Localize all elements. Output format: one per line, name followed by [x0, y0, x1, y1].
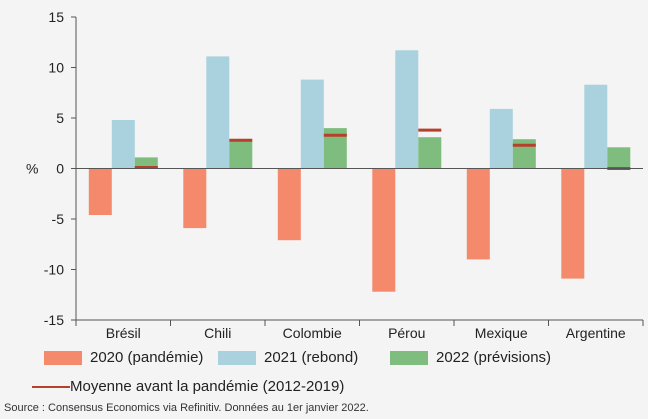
legend-label-2020: 2020 (pandémie) — [90, 349, 204, 366]
bar-0-4 — [466, 168, 490, 260]
bar-1-2 — [300, 79, 324, 169]
bar-2-2 — [323, 128, 347, 169]
y-tick-label-1: 10 — [48, 60, 64, 76]
source-note: Source : Consensus Economics via Refinit… — [4, 402, 369, 414]
x-tick-label-2: Colombie — [283, 325, 342, 341]
legend-label-2022: 2022 (prévisions) — [436, 349, 552, 366]
bar-2-3 — [418, 137, 442, 169]
x-tick-label-0: Brésil — [106, 325, 141, 341]
legend-swatch-average — [32, 385, 70, 388]
bar-1-3 — [395, 50, 419, 169]
legend-item-2020: 2020 (pandémie) — [44, 349, 203, 366]
bar-2-0 — [134, 157, 158, 169]
bar-2-1 — [229, 141, 253, 169]
legend-label-2021: 2021 (rebond) — [264, 349, 359, 366]
bar-2-4 — [512, 139, 536, 169]
legend-item-2022: 2022 (prévisions) — [390, 349, 551, 366]
bar-1-4 — [489, 108, 513, 169]
y-tick-label-3: 0 — [56, 161, 64, 177]
y-tick-label-0: 15 — [48, 9, 64, 25]
legend-label-average: Moyenne avant la pandémie (2012-2019) — [70, 378, 345, 395]
y-tick-label-2: 5 — [56, 110, 64, 126]
legend-swatch-2021 — [218, 350, 256, 365]
legend-swatch-2022 — [390, 350, 428, 365]
y-tick-label-5: -10 — [44, 262, 64, 278]
bar-1-1 — [206, 56, 230, 169]
bar-0-0 — [88, 168, 112, 215]
x-tick-label-5: Argentine — [566, 325, 626, 341]
x-tick-label-1: Chili — [204, 325, 231, 341]
y-tick-label-6: -15 — [44, 312, 64, 328]
bar-0-1 — [183, 168, 207, 229]
y-tick-label-4: -5 — [52, 211, 65, 227]
bar-1-0 — [111, 120, 135, 169]
bar-0-5 — [561, 168, 585, 279]
bar-1-5 — [584, 84, 608, 169]
x-tick-label-4: Mexique — [475, 325, 528, 341]
bar-2-5 — [607, 147, 631, 169]
legend-item-2021: 2021 (rebond) — [218, 349, 358, 366]
legend-item-average: Moyenne avant la pandémie (2012-2019) — [32, 378, 344, 395]
x-tick-label-3: Pérou — [388, 325, 425, 341]
legend-swatch-2020 — [44, 350, 82, 365]
y-axis-label: % — [26, 161, 38, 177]
bar-0-3 — [372, 168, 396, 292]
bar-0-2 — [277, 168, 301, 241]
